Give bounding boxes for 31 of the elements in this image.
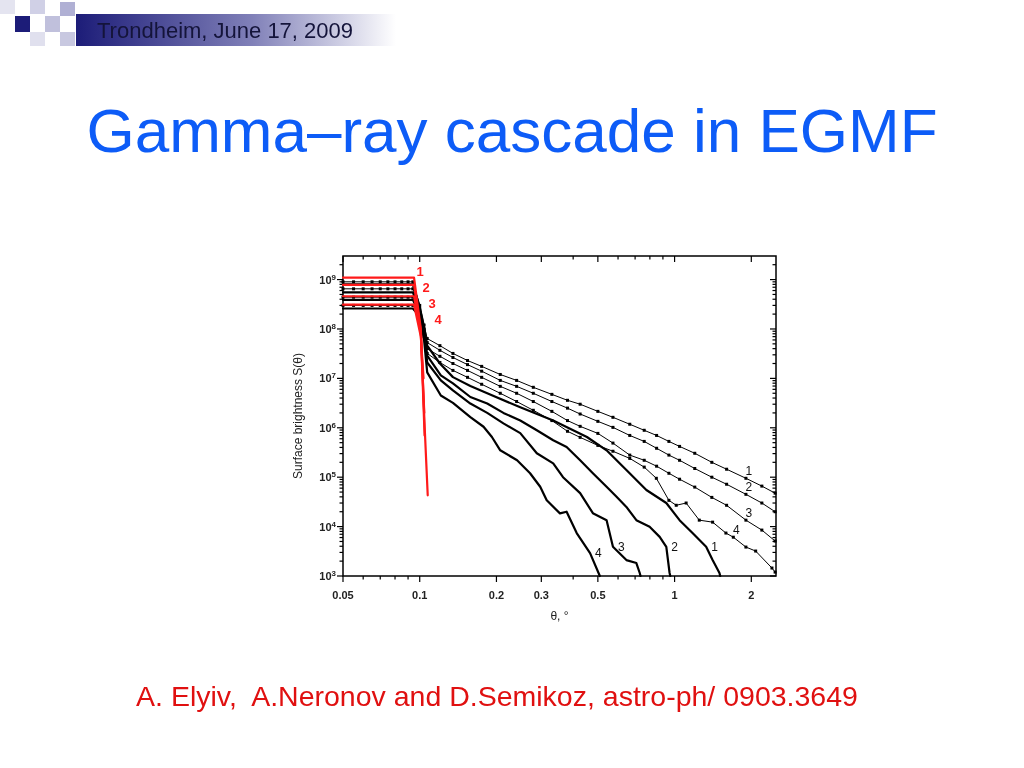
y-tick-label: 10$^{9}$ [319,272,337,286]
y-axis-title: Surface brightness S(θ) [291,352,305,480]
series-label: 2 [422,279,430,295]
y-tick-label: 10$^{6}$ [319,420,337,434]
series-label: 3 [428,295,436,311]
x-tick-label: 0.05 [332,589,354,601]
annotation: 4 [732,523,740,538]
x-tick-label: 0.2 [488,589,505,601]
text: Trondheim, June 17, 2009 [97,18,354,43]
series-label: 1 [416,263,424,279]
annotation: 2 [671,539,679,554]
x-tick-label: 1 [671,589,678,601]
annotation: 3 [745,506,753,521]
y-tick-label: 10$^{7}$ [319,370,337,385]
y-tick-label: 10$^{3}$ [319,568,337,582]
y-tick-label: 10$^{4}$ [319,519,337,533]
annotation: 1 [745,464,753,479]
annotation: 2 [745,480,753,495]
x-axis-title: θ, ° [550,609,569,623]
annotation: 3 [617,539,625,554]
annotation: 4 [595,546,603,561]
series-label: 4 [434,311,443,327]
chart-title: Gamma–ray cascade in EGMF [86,96,938,165]
x-tick-label: 0.5 [590,589,606,601]
x-tick-label: 2 [748,589,755,601]
x-tick-label: 0.1 [412,589,428,601]
text: A. Elyiv, A.Neronov and D.Semikoz, astro-ph/ 0903.3649 [136,680,858,712]
y-tick-label: 10$^{5}$ [319,469,337,484]
x-tick-label: 0.3 [533,589,549,601]
y-tick-label: 10$^{8}$ [319,321,337,335]
annotation: 1 [711,539,719,554]
